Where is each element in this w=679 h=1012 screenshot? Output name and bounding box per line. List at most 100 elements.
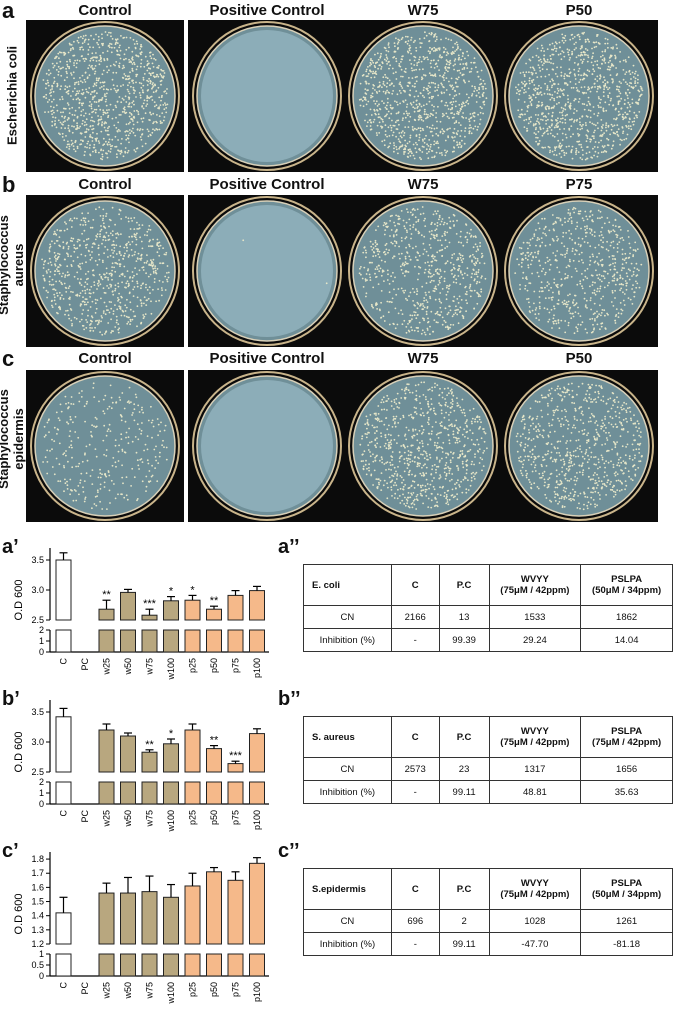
results-table-sepidermis: S.epidermis C P.C WVYY (75μM / 42ppm) PSL…: [303, 868, 673, 956]
col-title: Positive Control: [209, 176, 325, 193]
x-tick-label: w100: [166, 658, 176, 680]
col-title: P75: [565, 176, 593, 193]
y-tick-label: 1.8: [31, 854, 44, 864]
table-header-pslpa: PSLPA (50μM / 34ppm): [580, 868, 673, 910]
colonies: [358, 206, 487, 336]
y-tick-label: 2: [39, 777, 44, 787]
table-letter-c: c’’: [278, 840, 300, 862]
y-tick-label: 2.5: [31, 615, 44, 625]
y-tick-label: 1.7: [31, 868, 44, 878]
bar-lower: [184, 629, 201, 653]
significance-mark: *: [169, 586, 174, 598]
col-title: Positive Control: [209, 350, 325, 367]
significance-mark: **: [102, 589, 111, 601]
bar-lower: [184, 781, 201, 805]
table-header: C: [390, 564, 440, 606]
x-tick-label: w75: [145, 658, 155, 676]
table-header: P.C: [438, 868, 490, 910]
bar-lower: [206, 953, 222, 977]
col-title: Control: [78, 350, 132, 367]
row-label-saureus: Staphylococcus aureus: [0, 215, 26, 315]
table-organism: E. coli: [303, 564, 392, 606]
bar: [227, 763, 244, 773]
col-title: P50: [565, 350, 593, 367]
y-tick-label: 2.5: [31, 767, 44, 777]
plate-b-w75: [344, 195, 502, 347]
y-tick-label: 1.6: [31, 882, 44, 892]
bar-lower: [206, 629, 222, 653]
y-tick-label: 3.0: [31, 585, 44, 595]
significance-mark: **: [210, 735, 219, 747]
table-cell: 1862: [580, 605, 673, 629]
table-header: C: [390, 716, 440, 758]
row-label: Inhibition (%): [303, 932, 392, 956]
table-header-wvyy: WVYY (75μM / 42ppm): [488, 716, 582, 758]
y-tick-label: 3.5: [31, 707, 44, 717]
bar: [55, 912, 72, 945]
x-tick-label: p50: [209, 658, 219, 673]
y-tick-label: 1: [39, 636, 44, 646]
bar-lower: [141, 781, 158, 805]
bar-lower: [163, 781, 179, 805]
x-tick-label: p25: [188, 810, 198, 825]
panel-letter-a: a: [2, 0, 15, 23]
significance-mark: ***: [229, 750, 243, 762]
table-cell: 48.81: [488, 780, 582, 804]
table-cell: 2166: [390, 605, 440, 629]
plate-b-positive-control: [188, 195, 346, 347]
colonies: [242, 239, 328, 285]
colonies: [42, 382, 168, 510]
table-header: C: [390, 868, 440, 910]
table-header-pslpa: PSLPA (75μM / 42ppm): [580, 716, 673, 758]
panel-letter-c: c: [2, 346, 15, 371]
y-tick-label: 1.5: [31, 897, 44, 907]
y-tick-label: 1: [39, 949, 44, 959]
bar: [227, 879, 244, 945]
table-row: CN 696 2 1028 1261: [303, 909, 673, 933]
table-cell: 29.24: [488, 628, 582, 652]
x-tick-label: p100: [252, 658, 262, 678]
x-tick-label: C: [59, 982, 69, 989]
table-cell: 99.11: [438, 780, 490, 804]
bar-lower: [227, 781, 244, 805]
x-tick-label: w75: [145, 810, 155, 828]
row-label: Inhibition (%): [303, 628, 392, 652]
chart-saureus: O.D 600 0 1 2 2.5 3.0 3.5 C PC w25 w50 ** w75 * w100 p2…: [10, 692, 270, 833]
table-cell: 99.39: [438, 628, 490, 652]
bar-lower: [249, 629, 265, 653]
table-cell: -: [390, 932, 440, 956]
x-tick-label: p100: [252, 810, 262, 830]
bar: [120, 591, 136, 621]
table-header-wvyy: WVYY (75μM / 42ppm): [488, 868, 582, 910]
row-label-sepidermis: Staphylococcus epidermis: [0, 389, 26, 489]
chart-letter-a: a’: [2, 536, 19, 558]
x-tick-label: PC: [80, 982, 90, 995]
y-axis-label: O.D 600: [13, 580, 25, 621]
bar: [98, 892, 115, 945]
y-tick-label: 3.5: [31, 555, 44, 565]
table-organism: S. aureus: [303, 716, 392, 758]
x-tick-label: p75: [231, 810, 241, 825]
table-row: CN 2166 13 1533 1862: [303, 605, 673, 629]
significance-mark: ***: [143, 598, 157, 610]
table-row: CN 2573 23 1317 1656: [303, 757, 673, 781]
table-cell: -: [390, 780, 440, 804]
bar-lower: [141, 953, 158, 977]
chart-ecoli: O.D 600 0 1 2 2.5 3.0 3.5 C PC ** w25 w50 *** w75 * w10…: [10, 540, 270, 681]
col-title: W75: [407, 2, 439, 19]
table-cell: -: [390, 628, 440, 652]
y-axis-label: O.D 600: [13, 894, 25, 935]
table-cell: 1028: [488, 909, 582, 933]
bar: [249, 733, 265, 773]
bar: [184, 885, 201, 945]
bar-lower: [120, 629, 136, 653]
y-tick-label: 0: [39, 799, 44, 809]
col-title: W75: [407, 350, 439, 367]
significance-mark: *: [169, 728, 174, 740]
bar: [98, 608, 115, 621]
y-tick-label: 1.3: [31, 925, 44, 935]
bar-lower: [163, 629, 179, 653]
x-tick-label: PC: [80, 810, 90, 823]
col-title: P50: [565, 2, 593, 19]
table-cell: 23: [438, 757, 490, 781]
